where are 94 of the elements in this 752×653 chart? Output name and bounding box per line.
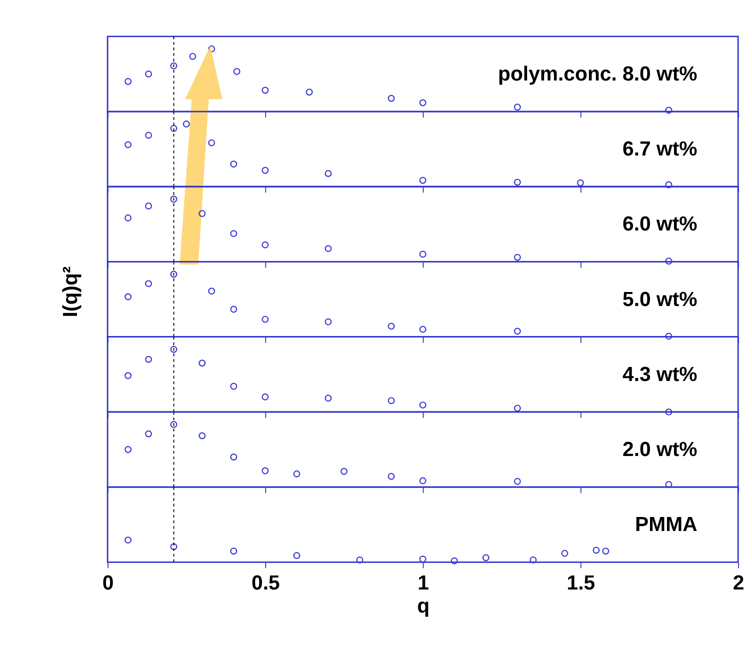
point [514,404,521,412]
point [576,179,584,186]
annotation: 6.7 wt% [622,138,698,161]
point [124,446,132,453]
point [208,139,216,146]
point [230,382,238,390]
point [293,470,300,478]
point [665,481,672,488]
x-axis-title: q [417,596,430,618]
point [170,196,178,203]
point [198,432,206,440]
point [419,326,426,333]
point [262,393,269,400]
point [665,408,672,416]
point [419,556,426,563]
point [230,160,238,168]
point [145,280,152,288]
point [561,550,568,557]
point [208,45,216,52]
point [124,214,132,222]
point [340,468,348,475]
point [233,68,240,75]
point [419,402,426,409]
point [293,552,300,560]
point [262,467,269,474]
point [419,99,426,106]
point [324,394,332,402]
point [198,360,206,367]
point [170,62,178,70]
x-tick-label: 0.5 [251,572,280,595]
annotation: polym.conc. 8.0 wt% [498,63,698,86]
point [170,543,178,550]
point [198,210,206,218]
point [356,556,364,564]
point [170,124,178,132]
x-tick-label: 2 [732,572,744,595]
point [170,270,178,278]
point [665,332,672,340]
x-tick-label: 1.5 [566,572,596,595]
point [665,258,672,265]
point [419,176,426,184]
point [530,556,537,564]
point [230,454,238,460]
point [124,293,132,300]
point [482,554,490,562]
point [124,536,132,544]
point [324,245,332,252]
point [388,322,395,330]
point [514,178,521,186]
point [514,328,521,335]
point [230,306,238,313]
point [388,472,395,480]
point [514,104,521,111]
point [665,106,672,114]
point [388,94,395,102]
annotation: 4.3 wt% [622,364,698,386]
annotation: 2.0 wt% [622,438,698,461]
point [124,372,132,380]
point [170,420,178,428]
point [170,346,178,353]
point [262,166,269,174]
point [230,548,238,555]
point [602,548,610,555]
point [262,86,269,94]
point [665,181,672,188]
point [514,254,521,261]
point [419,477,426,484]
point [124,78,132,85]
point [230,230,238,238]
point [124,141,132,148]
annotation: 6.0 wt% [622,214,698,236]
point [182,120,190,128]
point [145,430,152,438]
point [324,170,332,177]
annotation: 5.0 wt% [622,288,698,311]
point [262,241,269,248]
point [208,288,216,295]
y-axis-title: I(q)q² [60,266,82,318]
point [514,478,521,485]
point [388,397,395,404]
point [592,546,600,554]
x-tick-label: 0 [102,572,114,595]
point [145,132,152,139]
point [450,557,458,564]
x-tick-label: 1 [418,572,429,595]
text: PMMA [635,514,698,536]
point [262,316,269,323]
point [145,202,152,210]
point [189,52,196,60]
point [145,70,152,78]
point [419,250,426,258]
point [324,318,332,326]
point [145,356,152,363]
point [306,88,313,96]
